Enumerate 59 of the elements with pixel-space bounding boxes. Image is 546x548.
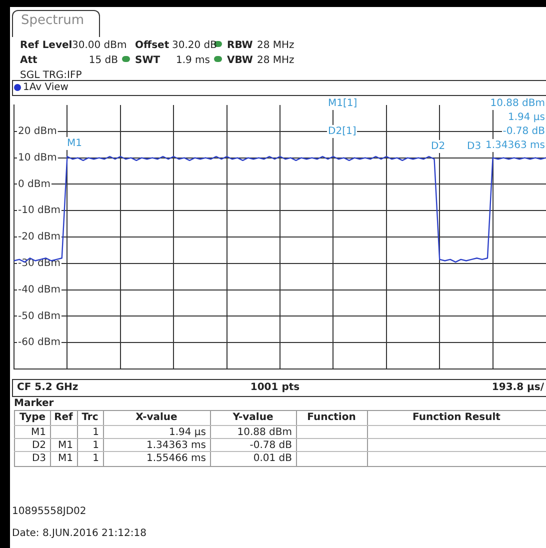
annotation: 1.94 µs <box>506 111 546 124</box>
text: 0.01 dB <box>253 452 292 465</box>
text: 193.8 µs/ <box>492 381 544 394</box>
annotation: 1.34363 ms <box>484 139 546 152</box>
text: 1 <box>92 452 99 465</box>
text: 1.34363 ms <box>146 439 206 452</box>
text: SGL TRG:IFP <box>20 69 82 82</box>
text: SWT <box>135 54 160 67</box>
text: 30.20 dB <box>172 39 218 52</box>
text: Y-value <box>232 411 274 424</box>
text: 30.00 dBm <box>72 39 127 52</box>
text: Ref Level <box>20 39 72 52</box>
text: Trc <box>82 411 98 424</box>
text: Ref <box>54 411 73 424</box>
text: 10895558JD02 <box>12 505 86 518</box>
text: 1001 pts <box>250 381 300 394</box>
text: 28 MHz <box>257 39 294 52</box>
annotation: D2 <box>430 140 446 153</box>
text: 10.88 dBm <box>237 426 292 439</box>
text: 1Av View <box>23 81 68 94</box>
text: 28 MHz <box>257 54 294 67</box>
text: M1 <box>58 452 73 465</box>
text: M1 <box>58 439 73 452</box>
text: Offset <box>135 39 170 52</box>
text: Date: 8.JUN.2016 21:12:18 <box>12 527 146 540</box>
annotation: -0.78 dB <box>502 125 546 138</box>
text: RBW <box>227 39 253 52</box>
y-tick-label: 10 dBm <box>18 152 57 164</box>
text: Type <box>19 411 46 424</box>
y-tick-label: 0 dBm <box>18 178 50 190</box>
text: M1 <box>31 426 46 439</box>
text: 15 dB <box>88 54 118 67</box>
annotation: M1[1] <box>327 97 358 110</box>
annotation: 10.88 dBm <box>489 97 546 110</box>
text: X-value <box>136 411 178 424</box>
text: D2 <box>32 439 46 452</box>
text: CF 5.2 GHz <box>17 381 78 394</box>
text: Function <box>307 411 356 424</box>
annotation: M1 <box>66 137 83 150</box>
y-tick-label: -20 dBm <box>18 232 60 243</box>
y-tick-label: -60 dBm <box>18 337 60 348</box>
annotation: D3 <box>466 140 482 153</box>
text: Spectrum <box>20 13 85 28</box>
y-tick-label: 20 dBm <box>18 126 57 137</box>
text: 1.94 µs <box>168 426 206 439</box>
y-tick-label: -40 dBm <box>18 284 60 296</box>
text: VBW <box>227 54 253 67</box>
y-tick-label: -50 dBm <box>18 310 60 322</box>
text: Function Result <box>412 411 500 424</box>
annotation: D2[1] <box>327 125 358 138</box>
text: 1 <box>92 439 99 452</box>
text: Att <box>20 54 38 67</box>
y-tick-label: -10 dBm <box>18 205 60 216</box>
text: Marker <box>14 397 54 410</box>
text: -0.78 dB <box>250 439 292 452</box>
text: D3 <box>32 452 46 465</box>
text: 1 <box>92 426 99 439</box>
text: 1.55466 ms <box>146 452 206 465</box>
text: 1.9 ms <box>176 54 210 67</box>
